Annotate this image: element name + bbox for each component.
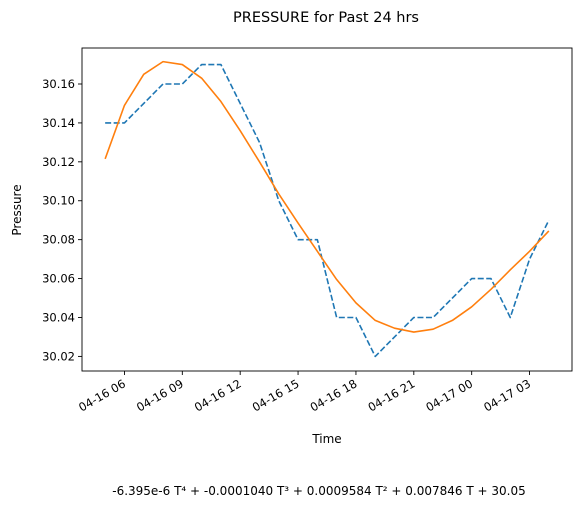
y-tick-label: 30.16 (42, 77, 75, 91)
fitted-pressure-line (104, 60, 550, 333)
y-tick-label: 30.06 (42, 272, 75, 286)
observed-pressure-line (105, 63, 550, 358)
fit-formula: -6.395e-6 T⁴ + -0.0001040 T³ + 0.0009584… (112, 484, 526, 498)
y-tick-label: 30.14 (42, 116, 75, 130)
y-tick-label: 30.04 (42, 310, 75, 324)
y-tick-label: 30.02 (42, 349, 75, 363)
y-axis: 30.02 30.04 30.06 30.08 30.10 30.12 30.14 30.16 (42, 77, 82, 363)
chart-title: PRESSURE for Past 24 hrs (233, 10, 419, 26)
y-axis-label: Pressure (10, 184, 24, 235)
axes-frame (81, 47, 573, 372)
plot-area (104, 60, 550, 358)
y-tick-label: 30.10 (42, 194, 75, 208)
y-tick-label: 30.12 (42, 155, 75, 169)
y-tick-label: 30.08 (42, 233, 75, 247)
x-axis-label: Time (311, 432, 341, 446)
